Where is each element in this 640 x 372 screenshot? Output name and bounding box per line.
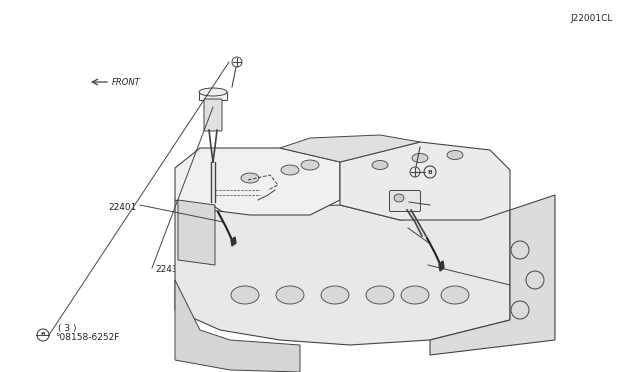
- Text: SEC.111: SEC.111: [432, 267, 470, 276]
- Text: SEC.111: SEC.111: [282, 190, 320, 199]
- Polygon shape: [178, 200, 215, 265]
- Polygon shape: [199, 92, 227, 100]
- Text: °08158-6252F: °08158-6252F: [437, 169, 501, 177]
- Ellipse shape: [366, 286, 394, 304]
- Text: (13264+A): (13264+A): [432, 257, 481, 266]
- Ellipse shape: [412, 154, 428, 163]
- Text: 22401: 22401: [108, 202, 136, 212]
- Ellipse shape: [199, 88, 227, 96]
- Ellipse shape: [241, 173, 259, 183]
- Ellipse shape: [401, 286, 429, 304]
- Ellipse shape: [372, 160, 388, 170]
- Polygon shape: [340, 142, 510, 220]
- Ellipse shape: [441, 286, 469, 304]
- Text: ( 3 ): ( 3 ): [441, 157, 460, 167]
- Ellipse shape: [231, 286, 259, 304]
- Polygon shape: [231, 237, 236, 246]
- Ellipse shape: [281, 165, 299, 175]
- Text: B: B: [428, 170, 433, 174]
- Ellipse shape: [447, 151, 463, 160]
- Text: (13264): (13264): [282, 180, 317, 189]
- Polygon shape: [280, 135, 420, 162]
- Ellipse shape: [394, 194, 404, 202]
- Text: J22001CL: J22001CL: [570, 13, 612, 22]
- Ellipse shape: [276, 286, 304, 304]
- Polygon shape: [175, 148, 340, 215]
- Polygon shape: [430, 195, 555, 355]
- FancyBboxPatch shape: [204, 99, 222, 131]
- Text: B: B: [40, 333, 45, 337]
- Text: 22401: 22401: [412, 224, 440, 234]
- Text: 22433: 22433: [432, 202, 460, 211]
- Text: °08158-6252F: °08158-6252F: [55, 334, 120, 343]
- Text: 22433: 22433: [155, 264, 184, 273]
- Text: FRONT: FRONT: [112, 77, 141, 87]
- FancyBboxPatch shape: [390, 190, 420, 212]
- Ellipse shape: [301, 160, 319, 170]
- Polygon shape: [175, 280, 300, 372]
- Text: ( 3 ): ( 3 ): [58, 324, 77, 333]
- Polygon shape: [175, 200, 510, 345]
- Polygon shape: [439, 261, 444, 271]
- Ellipse shape: [321, 286, 349, 304]
